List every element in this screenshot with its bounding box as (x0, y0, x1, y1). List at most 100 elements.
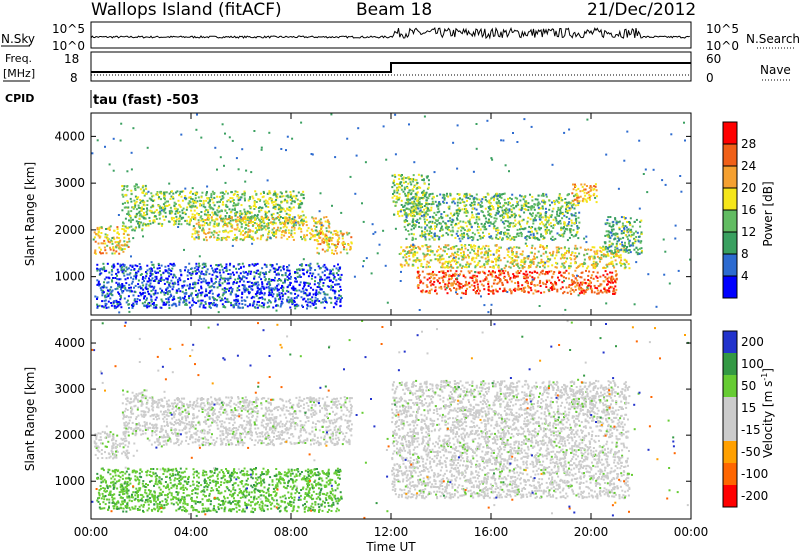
data-cell (244, 217, 246, 219)
data-cell (528, 231, 530, 233)
data-cell (322, 249, 324, 251)
data-cell (103, 266, 105, 268)
data-cell (524, 208, 526, 210)
data-cell (306, 289, 308, 291)
data-cell (214, 213, 216, 215)
data-cell (282, 230, 284, 232)
data-cell (551, 214, 553, 216)
data-cell (488, 222, 490, 224)
data-cell (103, 240, 105, 242)
data-cell (296, 195, 298, 197)
data-cell (444, 267, 446, 269)
data-cell (319, 276, 321, 278)
data-cell (251, 285, 253, 287)
data-cell (194, 217, 196, 219)
data-cell (314, 239, 316, 241)
data-cell (530, 264, 532, 266)
data-cell (253, 283, 255, 285)
data-cell (130, 219, 132, 221)
data-cell (478, 218, 480, 220)
data-cell (291, 297, 293, 299)
data-cell (224, 287, 226, 289)
data-cell (471, 249, 473, 251)
data-cell (492, 266, 494, 268)
data-cell (497, 249, 499, 251)
data-cell (150, 305, 152, 307)
data-cell (413, 260, 415, 262)
data-cell (335, 230, 337, 232)
data-cell (481, 210, 483, 212)
data-cell (145, 188, 147, 190)
data-cell (219, 201, 221, 203)
data-cell (394, 195, 396, 197)
data-cell (461, 238, 463, 240)
data-cell (285, 191, 287, 193)
data-cell (282, 302, 284, 304)
data-cell (112, 243, 114, 245)
data-cell (216, 232, 218, 234)
data-cell (119, 286, 121, 288)
freq-label-line1: Freq. (5, 52, 32, 65)
data-cell (175, 305, 177, 307)
data-cell (429, 266, 431, 268)
data-cell (106, 296, 108, 298)
data-cell (222, 204, 224, 206)
data-cell (234, 279, 236, 281)
data-cell (164, 294, 166, 296)
data-cell (456, 209, 458, 211)
data-cell (513, 239, 515, 241)
data-cell (123, 225, 125, 227)
data-cell (421, 197, 423, 199)
data-cell (466, 210, 468, 212)
data-cell (465, 248, 467, 250)
data-cell (154, 215, 156, 217)
data-cell (184, 195, 186, 197)
data-cell (527, 221, 529, 223)
data-cell (540, 233, 542, 235)
data-cell (195, 302, 197, 304)
data-cell (459, 238, 461, 240)
data-cell (208, 228, 210, 230)
data-cell (256, 223, 258, 225)
data-cell (136, 275, 138, 277)
data-cell (538, 251, 540, 253)
data-cell (503, 212, 505, 214)
data-cell (273, 227, 275, 229)
data-cell (130, 226, 132, 228)
data-cell (185, 299, 187, 301)
data-cell (556, 220, 558, 222)
data-cell (323, 217, 325, 219)
data-cell (439, 261, 441, 263)
data-cell (261, 221, 263, 223)
data-cell (144, 204, 146, 206)
data-cell (119, 298, 121, 300)
data-cell (496, 234, 498, 236)
data-cell (268, 227, 270, 229)
data-cell (583, 263, 585, 265)
data-cell (278, 219, 280, 221)
data-cell (480, 228, 482, 230)
data-cell (512, 260, 514, 262)
data-cell (170, 198, 172, 200)
data-cell (314, 269, 316, 271)
data-cell (160, 213, 162, 215)
data-cell (215, 281, 217, 283)
data-cell (565, 261, 567, 263)
data-cell (584, 249, 586, 251)
data-cell (199, 275, 201, 277)
data-cell (516, 255, 518, 257)
data-cell (164, 208, 166, 210)
data-cell (278, 292, 280, 294)
data-cell (225, 191, 227, 193)
data-cell (192, 271, 194, 273)
data-cell (420, 209, 422, 211)
data-cell (203, 200, 205, 202)
data-cell (261, 283, 263, 285)
data-cell (327, 246, 329, 248)
data-cell (569, 209, 571, 211)
data-cell (313, 220, 315, 222)
data-cell (341, 274, 343, 276)
data-cell (220, 300, 222, 302)
data-cell (116, 226, 118, 228)
data-cell (185, 289, 187, 291)
